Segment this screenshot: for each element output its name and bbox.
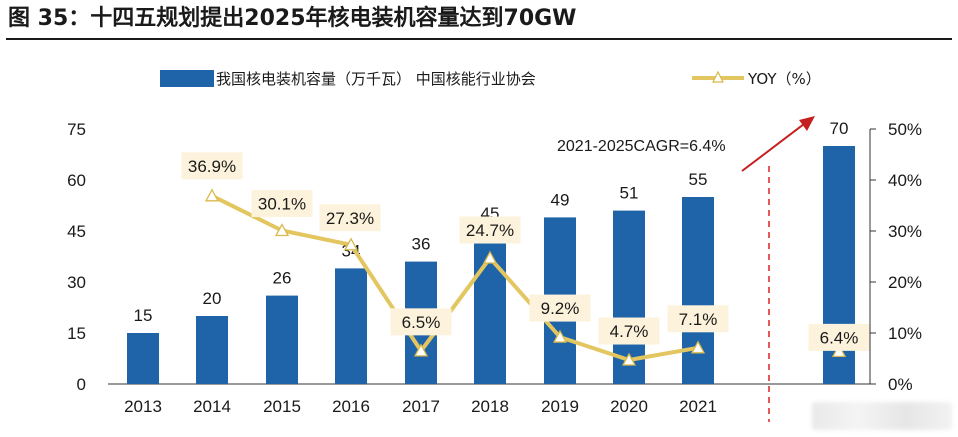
yoy-label-box [459,216,521,244]
yoy-label: 6.5% [390,308,452,336]
yoy-label-text: 6.5% [402,313,441,332]
bar-value-label: 26 [273,269,292,288]
y-right-tick-label: 40% [888,171,922,190]
yoy-label-box [808,323,870,351]
x-tick-label: 2018 [471,397,509,416]
x-tick-label: 2021 [679,397,717,416]
yoy-label-box [181,152,243,180]
bar-2016 [335,268,367,384]
x-tick-label: 2015 [263,397,301,416]
bar-value-label: 51 [620,184,639,203]
y-left-tick-label: 75 [67,120,86,139]
bar-value-label: 36 [412,235,431,254]
bar-2021 [682,197,714,384]
y-right-tick-label: 10% [888,324,922,343]
x-tick-label: 2019 [541,397,579,416]
y-right-axis: 0% 10% 20% 30% 40% 50% [869,120,922,394]
cagr-annotation: 2021-2025CAGR=6.4% [557,138,726,155]
yoy-labels: 36.9% 30.1% 27.3% 6.5% 24.7% 9.2% 4.7% 7.1% 6.4% [181,152,870,351]
y-right-tick-label: 0% [888,375,913,394]
yoy-label-text: 9.2% [541,299,580,318]
yoy-marker [204,188,220,202]
x-tick-label: 2013 [124,397,162,416]
bar-2014 [196,316,228,384]
bar-value-label: 55 [689,170,708,189]
yoy-label-box [529,294,591,322]
yoy-label-box [390,308,452,336]
yoy-label-box [251,189,313,217]
x-tick-label: 2020 [610,397,648,416]
yoy-marker [482,250,498,264]
yoy-marker [621,352,637,366]
bar-2015 [266,295,298,384]
y-left-tick-labels: 0 15 30 45 60 75 [67,120,86,394]
yoy-line [204,188,847,366]
y-right-tick-label: 30% [888,222,922,241]
x-tick-label: 2016 [332,397,370,416]
yoy-marker [274,223,290,237]
yoy-label: 9.2% [529,294,591,322]
x-tick-label: 2017 [402,397,440,416]
bars [127,146,855,384]
yoy-label-text: 27.3% [326,209,374,228]
y-right-tick-label: 50% [888,120,922,139]
yoy-marker [343,237,359,251]
yoy-label-text: 6.4% [820,328,859,347]
legend-bar-label: 我国核电装机容量（万千瓦） 中国核能行业协会 [216,70,536,88]
yoy-label: 36.9% [181,152,243,180]
bar-value-label: 49 [551,190,570,209]
legend-line-marker [712,70,724,83]
y-left-tick-label: 30 [67,273,86,292]
x-tick-labels: 2013 2014 2015 2016 2017 2018 2019 2020 2021 [124,397,717,416]
yoy-marker [690,340,706,354]
yoy-label-text: 4.7% [610,322,649,341]
legend-line-label: YOY（%） [747,70,821,88]
bar-value-label: 70 [830,119,849,138]
cagr-arrow [741,123,805,172]
yoy-label-text: 36.9% [188,157,236,176]
chart-title-bar: 图 35：十四五规划提出2025年核电装机容量达到70GW [6,2,952,40]
y-left-tick-label: 0 [77,375,86,394]
yoy-label: 24.7% [459,216,521,244]
yoy-label: 30.1% [251,189,313,217]
yoy-label-text: 24.7% [466,221,514,240]
yoy-series-line [211,194,699,362]
yoy-label: 7.1% [667,305,729,333]
bar-value-label: 15 [134,306,153,325]
y-left-tick-label: 45 [67,222,86,241]
yoy-label: 27.3% [319,204,381,232]
chart-title: 图 35：十四五规划提出2025年核电装机容量达到70GW [8,6,577,31]
yoy-label: 4.7% [598,317,660,345]
legend-bar-swatch [160,70,214,87]
y-left-tick-label: 15 [67,324,86,343]
x-tick-label: 2014 [193,397,231,416]
yoy-marker [413,343,429,357]
yoy-label-box [319,204,381,232]
yoy-label: 6.4% [808,323,870,351]
yoy-marker [552,329,568,343]
yoy-label-box [598,317,660,345]
yoy-label-text: 7.1% [679,310,718,329]
watermark-blur [812,402,952,430]
cagr-arrowhead [799,116,815,131]
legend: 我国核电装机容量（万千瓦） 中国核能行业协会 YOY（%） [160,70,821,88]
y-left-tick-label: 60 [67,171,86,190]
bar-2013 [127,333,159,384]
bar-value-label: 20 [203,289,222,308]
yoy-label-box [667,305,729,333]
yoy-label-text: 30.1% [258,194,306,213]
y-right-tick-label: 20% [888,273,922,292]
